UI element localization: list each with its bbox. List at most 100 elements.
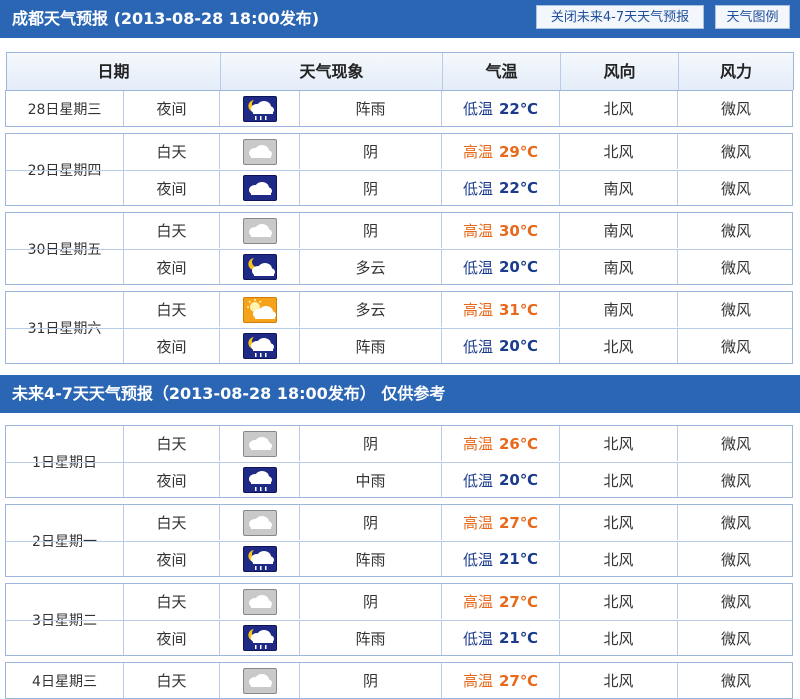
period-cell: 白天	[124, 505, 220, 540]
night-shower-icon	[242, 95, 277, 122]
weather-phenomenon: 阴	[300, 584, 442, 619]
wind-power: 微风	[720, 514, 751, 532]
forecast-row: 夜间 多云 低温 20℃ 南风 微风	[6, 249, 792, 284]
temperature-label: 高温	[462, 435, 493, 453]
wind-direction: 北风	[560, 584, 678, 619]
temperature-label: 低温	[462, 179, 493, 198]
weather-phenomenon: 阴	[300, 134, 442, 169]
forecast-row: 白天 阴 高温 27℃ 北风 微风	[6, 584, 792, 619]
cloudy-icon	[242, 509, 277, 536]
temperature-value: 27℃	[498, 671, 539, 690]
night-partly-cloudy-icon	[242, 254, 277, 280]
date-group: 1日星期日 白天阴高温 26℃ 北风 微风 夜间 中雨 低温 20℃ 北风 微风	[5, 425, 793, 498]
date-group: 30日星期五 白天阴高温 30℃ 南风 微风 夜间 多云 低温 20℃ 南风 微风	[5, 212, 793, 285]
weather-icon-cell	[220, 542, 300, 576]
forecast-row: 夜间 中雨 低温 20℃ 北风 微风	[6, 462, 792, 497]
temperature-value: 21℃	[498, 550, 539, 568]
forecast-title: 成都天气预报 (2013-08-28 18:00发布)	[12, 9, 320, 28]
night-shower-icon	[242, 333, 277, 359]
wind-power: 微风	[720, 672, 751, 690]
header-date: 日期	[7, 53, 221, 91]
period-cell: 夜间	[124, 463, 220, 497]
weather-icon-cell	[220, 426, 300, 461]
close-4-7-day-forecast-button[interactable]: 关闭未来4-7天天气预报	[536, 5, 704, 29]
weather-icon-cell	[220, 621, 300, 655]
period-cell: 白天	[124, 584, 220, 619]
weather-icon-cell	[220, 134, 300, 169]
weather-icon-cell	[220, 329, 300, 363]
wind-direction: 南风	[560, 250, 678, 284]
period-cell: 白天	[124, 213, 220, 248]
wind-power: 微风	[720, 629, 751, 648]
period-cell: 白天	[124, 663, 220, 698]
weather-phenomenon: 多云	[300, 250, 442, 284]
forecast-row: 夜间 阵雨 低温 21℃ 北风 微风	[6, 620, 792, 655]
weather-icon-cell	[220, 91, 300, 126]
temperature-value: 20℃	[498, 258, 539, 276]
wind-direction: 北风	[560, 463, 678, 497]
date-group: 2日星期一 白天阴高温 27℃ 北风 微风 夜间 阵雨 低温 21℃ 北风 微风	[5, 504, 793, 577]
forecast-row: 白天 阴 高温 29℃ 北风 微风	[6, 134, 792, 169]
temperature-cell: 低温 20℃	[442, 329, 560, 363]
temperature-label: 高温	[462, 301, 493, 319]
temperature-cell: 低温 20℃	[442, 250, 560, 284]
temperature-cell: 低温 21℃	[442, 621, 560, 655]
wind-direction: 北风	[560, 426, 678, 461]
forecast-row: 夜间 阵雨 低温 20℃ 北风 微风	[6, 328, 792, 363]
date-group: 31日星期六 白天 多云 高温 31℃ 南风 微风 夜间 阵雨 低温 20℃ 北风 微风	[5, 291, 793, 364]
wind-direction: 北风	[560, 91, 678, 126]
wind-power: 微风	[720, 337, 751, 356]
wind-power: 微风	[720, 179, 751, 198]
temperature-label: 低温	[462, 550, 493, 569]
table-header: 日期 天气现象 气温 风向 风力	[6, 52, 794, 91]
wind-direction: 北风	[560, 621, 678, 655]
date-group: 29日星期四 白天阴高温 29℃ 北风 微风 夜间阴低温 22℃ 南风 微风	[5, 133, 793, 206]
extended-forecast-title: 未来4-7天天气预报（2013-08-28 18:00发布） 仅供参考	[12, 384, 446, 403]
cloudy-icon	[242, 667, 277, 694]
weather-icon-cell	[220, 505, 300, 540]
date-cell: 28日星期三	[6, 91, 124, 126]
weather-icon-cell	[220, 584, 300, 619]
night-shower-icon	[242, 625, 277, 651]
wind-direction: 北风	[560, 505, 678, 540]
date-group: 4日星期三 白天 阴 高温 27℃ 北风 微风	[5, 662, 793, 699]
temperature-cell: 高温 29℃	[442, 134, 560, 169]
weather-phenomenon: 多云	[300, 292, 442, 327]
date-group: 3日星期二 白天阴高温 27℃ 北风 微风 夜间 阵雨 低温 21℃ 北风 微风	[5, 583, 793, 656]
temperature-cell: 高温 27℃	[442, 505, 560, 540]
weather-phenomenon: 阴	[300, 505, 442, 540]
weather-phenomenon: 阴	[300, 426, 442, 461]
weather-phenomenon: 阵雨	[300, 542, 442, 576]
night-shower-icon	[242, 546, 277, 572]
wind-direction: 北风	[560, 329, 678, 363]
temperature-label: 高温	[462, 514, 493, 532]
cloudy-icon	[242, 430, 277, 457]
period-cell: 夜间	[124, 250, 220, 284]
period-cell: 夜间	[124, 171, 220, 205]
temperature-cell: 高温 27℃	[442, 584, 560, 619]
period-cell: 白天	[124, 292, 220, 327]
temperature-value: 31℃	[498, 300, 539, 319]
forecast-row: 夜间 阵雨 低温 21℃ 北风 微风	[6, 541, 792, 576]
wind-direction: 北风	[560, 542, 678, 576]
weather-icon-cell	[220, 663, 300, 698]
wind-direction: 北风	[560, 134, 678, 169]
temperature-cell: 低温 22℃	[442, 91, 560, 126]
weather-icon-cell	[220, 171, 300, 205]
cloudy-icon	[242, 138, 277, 165]
temperature-value: 30℃	[498, 221, 539, 240]
temperature-cell: 高温 30℃	[442, 213, 560, 248]
forecast-row: 夜间 阵雨 低温 22℃ 北风 微风	[6, 91, 792, 126]
wind-power: 微风	[720, 143, 751, 161]
extended-forecast-bar: 未来4-7天天气预报（2013-08-28 18:00发布） 仅供参考	[0, 375, 800, 413]
wind-power: 微风	[720, 222, 751, 240]
header-temperature: 气温	[443, 53, 561, 91]
weather-legend-button[interactable]: 天气图例	[715, 5, 790, 29]
wind-direction: 北风	[560, 663, 678, 698]
wind-direction: 南风	[560, 292, 678, 327]
temperature-label: 高温	[462, 143, 493, 161]
night-cloudy-icon	[242, 175, 277, 201]
header-wind-direction: 风向	[561, 53, 679, 91]
period-cell: 夜间	[124, 329, 220, 363]
forecast-row: 白天 阴 高温 30℃ 南风 微风	[6, 213, 792, 248]
